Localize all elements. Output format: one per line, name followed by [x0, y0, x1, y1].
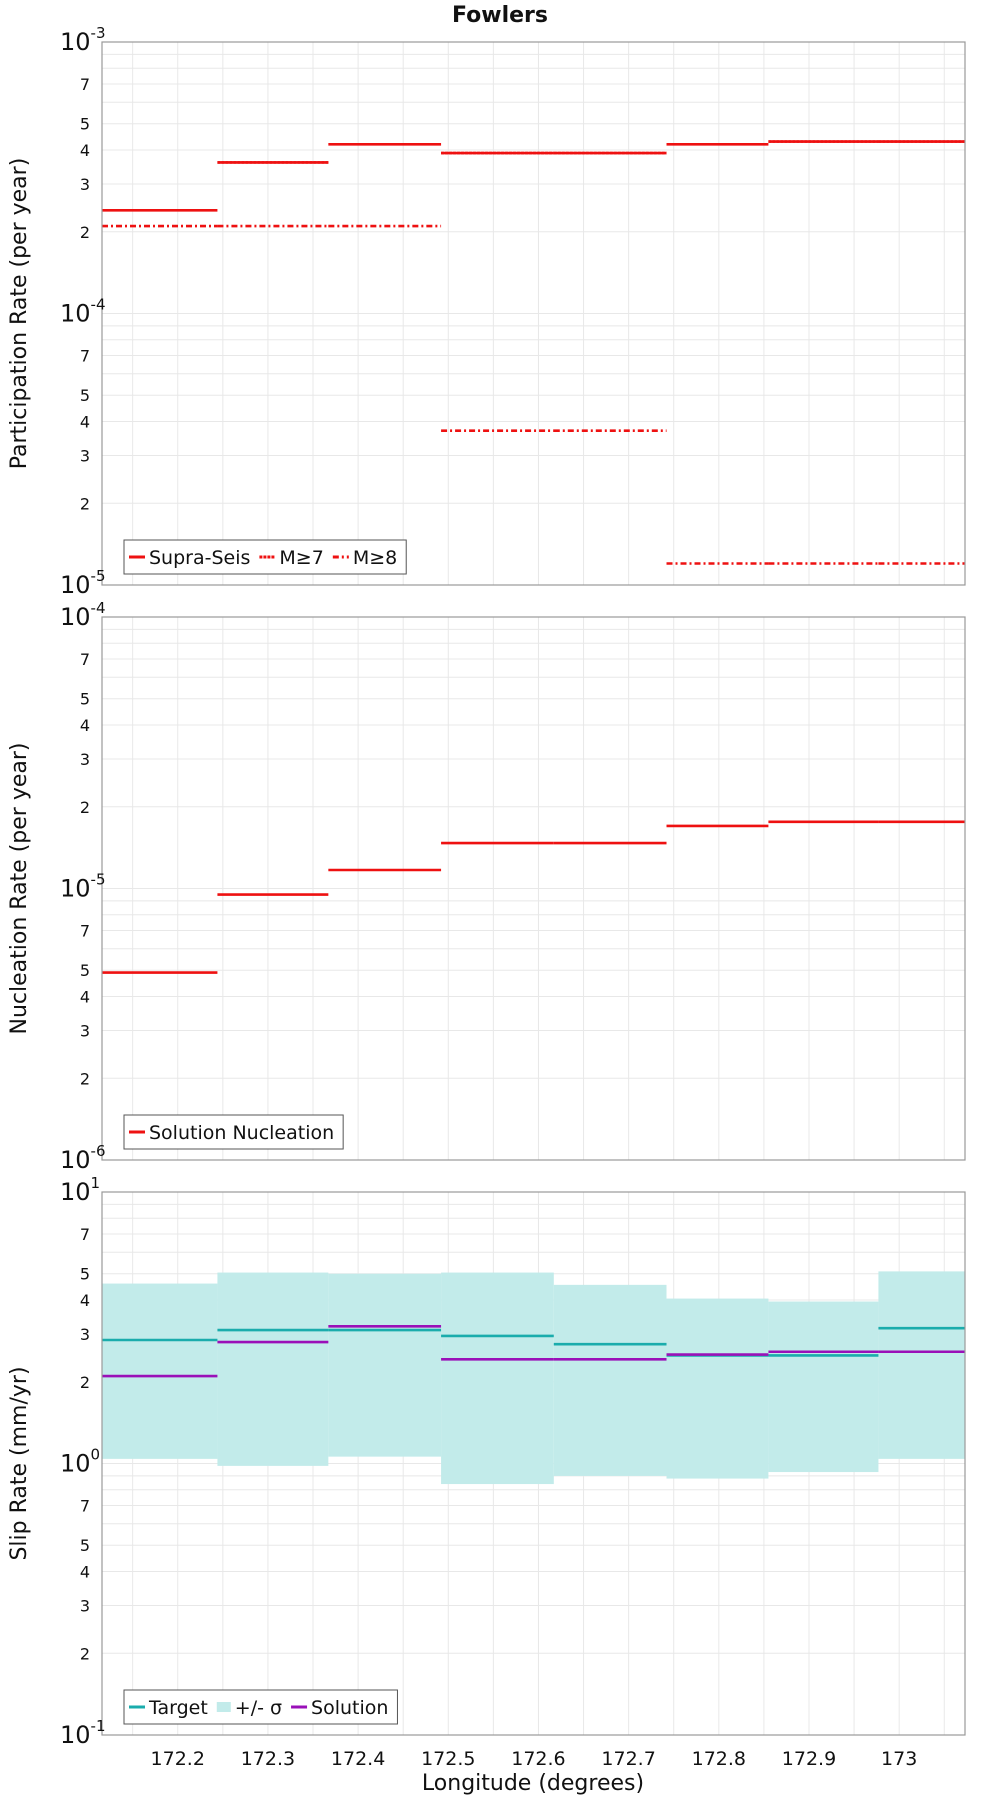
y-tick-label: 10-4 — [60, 599, 106, 631]
y-tick-label: 5 — [80, 386, 90, 405]
x-tick-label: 173 — [881, 1748, 917, 1770]
legend-label: +/- σ — [235, 1697, 282, 1719]
chart-panel-3: 10-1 100 101 2 3 4 5 7 2 3 4 5 7 Slip Rate (mm/yr) Tar… — [7, 1174, 966, 1770]
y-tick-label: 2 — [80, 798, 90, 817]
x-axis-label: Longitude (degrees) — [422, 1771, 644, 1796]
x-tick-label: 172.4 — [331, 1748, 385, 1770]
plot-frame — [101, 616, 966, 1161]
y-tick-label: 10-1 — [60, 1717, 106, 1749]
legend-label: Solution Nucleation — [149, 1122, 334, 1144]
legend-box — [123, 1689, 398, 1725]
sigma-band-segment — [328, 1273, 442, 1457]
legend-label: Solution — [311, 1697, 388, 1719]
y-tick-label: 4 — [80, 716, 90, 735]
y-tick-label: 2 — [80, 223, 90, 242]
y-tick-label: 10-5 — [60, 567, 106, 599]
x-tick-label: 172.3 — [241, 1748, 295, 1770]
y-tick-label: 10-3 — [60, 24, 106, 56]
y-tick-label: 3 — [80, 1325, 90, 1344]
y-tick-label: 4 — [80, 413, 90, 432]
legend-label: Target — [148, 1697, 208, 1719]
y-tick-label: 7 — [80, 650, 90, 669]
sigma-band-segment — [878, 1271, 965, 1459]
y-tick-label: 101 — [60, 1174, 100, 1206]
legend: Supra-Seis M≥7 M≥8 — [123, 539, 407, 575]
sigma-band-segment — [666, 1298, 769, 1479]
y-axis-label: Participation Rate (per year) — [7, 158, 32, 470]
x-tick-label: 172.9 — [782, 1748, 836, 1770]
y-tick-label: 10-4 — [60, 296, 106, 328]
y-tick-label: 10-5 — [60, 871, 106, 903]
y-tick-label: 7 — [80, 347, 90, 366]
chart-title: Fowlers — [452, 3, 548, 28]
y-tick-label: 3 — [80, 1596, 90, 1615]
y-tick-label: 4 — [80, 988, 90, 1007]
legend-swatch-entry — [216, 1702, 231, 1712]
y-tick-label: 5 — [80, 690, 90, 709]
y-tick-label: 100 — [60, 1446, 100, 1478]
x-tick-label: 172.6 — [511, 1748, 565, 1770]
x-tick-label: 172.7 — [601, 1748, 655, 1770]
y-tick-label: 7 — [80, 1225, 90, 1244]
y-tick-label: 7 — [80, 922, 90, 941]
y-tick-label: 5 — [80, 1536, 90, 1555]
y-tick-label: 3 — [80, 750, 90, 769]
y-tick-label: 5 — [80, 115, 90, 134]
y-tick-label: 4 — [80, 1563, 90, 1582]
x-tick-label: 172.2 — [151, 1748, 205, 1770]
y-tick-label: 2 — [80, 1373, 90, 1392]
y-tick-label: 7 — [80, 75, 90, 94]
legend-label: Supra-Seis — [149, 547, 250, 569]
y-tick-label: 4 — [80, 141, 90, 160]
y-axis-label: Slip Rate (mm/yr) — [7, 1366, 32, 1560]
x-tick-label: 172.5 — [421, 1748, 475, 1770]
y-tick-label: 2 — [80, 494, 90, 513]
legend-box — [123, 1114, 344, 1150]
chart-panel-1: 10-5 10-4 10-3 2 3 4 5 7 2 3 4 5 7 Participation Rate… — [7, 24, 966, 599]
y-axis-label: Nucleation Rate (per year) — [7, 743, 32, 1035]
y-tick-label: 2 — [80, 1069, 90, 1088]
y-tick-label: 10-6 — [60, 1142, 106, 1174]
sigma-band-segment — [441, 1272, 554, 1485]
y-tick-label: 5 — [80, 1265, 90, 1284]
legend-label: M≥8 — [353, 547, 397, 569]
y-tick-label: 3 — [80, 1021, 90, 1040]
y-tick-label: 4 — [80, 1291, 90, 1310]
sigma-band-segment — [768, 1301, 879, 1473]
sigma-band-segment — [102, 1283, 218, 1459]
chart-panel-2: 10-6 10-5 10-4 2 3 4 5 7 2 3 4 5 7 Nucleation Rate (p… — [7, 599, 966, 1174]
sigma-band-segment — [553, 1284, 667, 1476]
plot-frame — [101, 41, 966, 586]
y-tick-label: 2 — [80, 1644, 90, 1663]
y-tick-label: 7 — [80, 1497, 90, 1516]
legend: Target +/- σ Solution — [123, 1689, 398, 1725]
sigma-band-segment — [217, 1272, 329, 1466]
y-tick-label: 3 — [80, 175, 90, 194]
y-tick-label: 3 — [80, 446, 90, 465]
x-tick-label: 172.8 — [692, 1748, 746, 1770]
legend-label: M≥7 — [279, 547, 323, 569]
legend: Solution Nucleation — [123, 1114, 344, 1150]
plot-frame — [101, 1191, 966, 1736]
y-tick-label: 5 — [80, 961, 90, 980]
